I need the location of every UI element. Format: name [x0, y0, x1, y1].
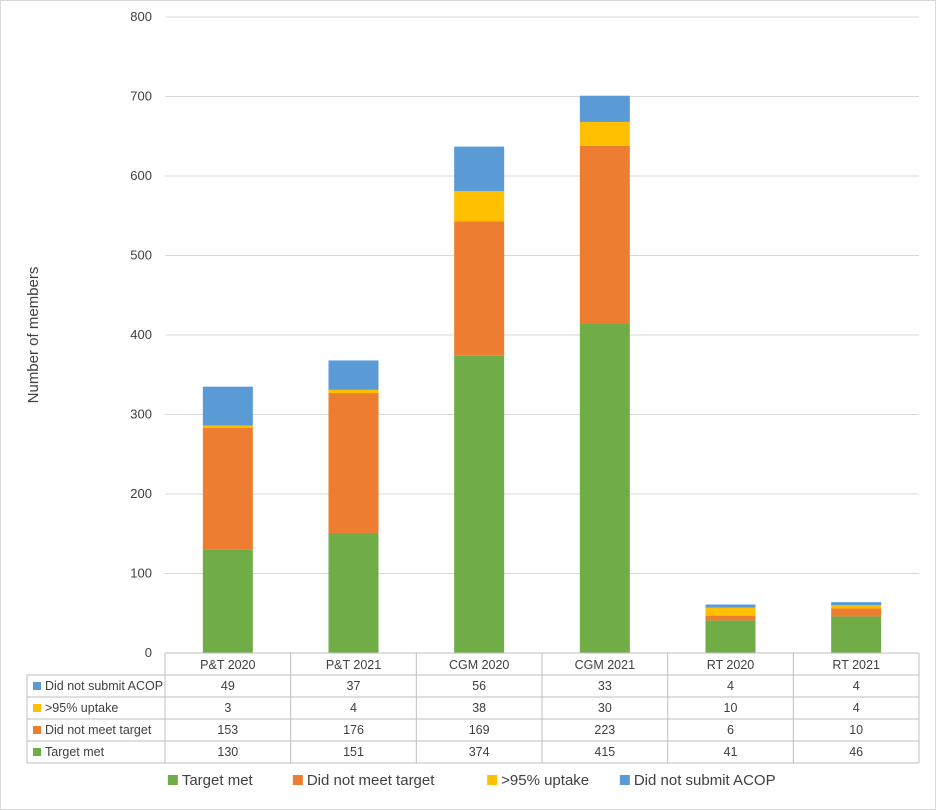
bars [202, 95, 882, 653]
legend-label: Did not submit ACOP [634, 772, 776, 789]
table-cell-value: 130 [217, 745, 238, 759]
table-cell-value: 153 [217, 723, 238, 737]
category-label: P&T 2020 [200, 658, 255, 672]
bar-target-met-cgm-2020 [454, 355, 505, 653]
table-cell-value: 49 [221, 679, 235, 693]
table-cell-value: 56 [472, 679, 486, 693]
bar-did-not-meet-target-rt-2021 [831, 608, 882, 617]
bar-95-uptake-p-t-2021 [328, 389, 379, 394]
table-cell-value: 30 [598, 701, 612, 715]
y-tick-label: 500 [130, 248, 152, 263]
bar-did-not-meet-target-p-t-2021 [328, 393, 379, 533]
y-tick-label: 200 [130, 486, 152, 501]
legend-swatch-did-not-meet-target [292, 775, 303, 785]
legend: Target met Did not meet target >95% uptake… [167, 772, 776, 789]
table-cell-value: 41 [724, 745, 738, 759]
bar-target-met-rt-2021 [831, 616, 882, 653]
legend-label: Did not meet target [307, 772, 435, 789]
legend-label: >95% uptake [501, 772, 589, 789]
gridlines [165, 16, 919, 654]
table-legend-key-target-met [33, 748, 41, 756]
y-tick-label: 700 [130, 89, 152, 104]
table-row-label: Did not meet target [45, 723, 152, 737]
bar-did-not-submit-acop-cgm-2021 [579, 95, 630, 122]
bar-did-not-submit-acop-rt-2021 [831, 602, 882, 606]
y-axis-title: Number of members [25, 267, 42, 404]
y-tick-label: 800 [130, 9, 152, 24]
bar-target-met-p-t-2020 [202, 549, 253, 653]
category-label: RT 2020 [707, 658, 755, 672]
y-axis: 0 100 200 300 400 500 600 700 800 [130, 9, 152, 660]
bar-did-not-meet-target-rt-2020 [705, 615, 756, 621]
table-cell-value: 4 [853, 679, 860, 693]
bar-target-met-cgm-2021 [579, 323, 630, 653]
category-label: CGM 2020 [449, 658, 509, 672]
y-tick-label: 0 [145, 645, 152, 660]
y-tick-label: 300 [130, 407, 152, 422]
table-cell-value: 374 [469, 745, 490, 759]
legend-swatch-target-met [167, 775, 178, 785]
bar-95-uptake-cgm-2020 [454, 191, 505, 222]
data-table: P&T 2020 P&T 2021 CGM 2020 CGM 2021 RT 2020 R… [26, 652, 920, 764]
bar-did-not-submit-acop-rt-2020 [705, 604, 756, 608]
table-cell-value: 38 [472, 701, 486, 715]
table-cell-value: 4 [727, 679, 734, 693]
bar-95-uptake-cgm-2021 [579, 121, 630, 146]
bar-did-not-submit-acop-p-t-2021 [328, 360, 379, 390]
table-legend-key-did-not-meet-target [33, 726, 41, 734]
bar-95-uptake-p-t-2020 [202, 425, 253, 429]
category-label: CGM 2021 [575, 658, 635, 672]
table-cell-value: 4 [853, 701, 860, 715]
bar-target-met-p-t-2021 [328, 532, 379, 653]
table-cell-value: 10 [849, 723, 863, 737]
bar-95-uptake-rt-2020 [705, 607, 756, 616]
table-cell-value: 46 [849, 745, 863, 759]
legend-swatch-95-uptake [487, 775, 498, 785]
table-cell-value: 223 [594, 723, 615, 737]
table-cell-value: 176 [343, 723, 364, 737]
table-row-label: >95% uptake [45, 701, 118, 715]
table-cell-value: 10 [724, 701, 738, 715]
legend-swatch-did-not-submit-acop [619, 775, 630, 785]
bar-did-not-meet-target-cgm-2021 [579, 145, 630, 324]
y-tick-label: 400 [130, 327, 152, 342]
table-cell-value: 415 [594, 745, 615, 759]
table-legend-key-did-not-submit-acop [33, 682, 41, 690]
table-cell-value: 4 [350, 701, 357, 715]
table-cell-value: 33 [598, 679, 612, 693]
table-cell-value: 6 [727, 723, 734, 737]
table-cell-value: 169 [469, 723, 490, 737]
table-cell-value: 3 [224, 701, 231, 715]
bar-95-uptake-rt-2021 [831, 605, 882, 609]
bar-target-met-rt-2020 [705, 620, 756, 653]
table-cell-value: 37 [347, 679, 361, 693]
table-row-label: Did not submit ACOP [45, 679, 163, 693]
bar-did-not-meet-target-p-t-2020 [202, 428, 253, 550]
y-tick-label: 100 [130, 566, 152, 581]
bar-did-not-submit-acop-cgm-2020 [454, 146, 505, 192]
bar-did-not-submit-acop-p-t-2020 [202, 386, 253, 426]
legend-label: Target met [182, 772, 254, 789]
table-legend-key-95-uptake [33, 704, 41, 712]
y-tick-label: 600 [130, 168, 152, 183]
bar-did-not-meet-target-cgm-2020 [454, 221, 505, 356]
category-label: P&T 2021 [326, 658, 381, 672]
category-label: RT 2021 [832, 658, 880, 672]
table-cell-value: 151 [343, 745, 364, 759]
table-row-label: Target met [45, 745, 105, 759]
